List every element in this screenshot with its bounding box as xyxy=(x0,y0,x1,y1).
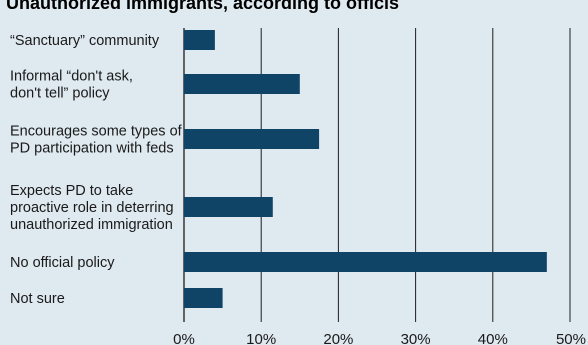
bar xyxy=(184,30,215,50)
category-label: Not sure xyxy=(10,291,65,307)
x-tick-label: 40% xyxy=(478,331,508,345)
category-label-line: Encourages some types of xyxy=(10,124,183,140)
category-label-line: proactive role in deterring xyxy=(10,200,174,216)
category-label-line: PD participation with feds xyxy=(10,141,174,157)
category-label: No official policy xyxy=(10,255,115,271)
x-tick-label: 10% xyxy=(246,331,276,345)
category-label: “Sanctuary” community xyxy=(10,33,160,49)
category-label-line: Informal “don't ask, xyxy=(10,69,133,85)
chart-title: Unauthorized immigrants, according to of… xyxy=(6,0,399,13)
category-label: Informal “don't ask, don't tell” policy xyxy=(10,69,133,102)
bar xyxy=(184,129,320,149)
category-label-line: don't tell” policy xyxy=(10,86,110,102)
x-tick-label: 0% xyxy=(173,331,195,345)
x-tick-label: 50% xyxy=(556,331,586,345)
bars xyxy=(184,30,547,308)
x-tick-label: 30% xyxy=(401,331,431,345)
category-label-line: unauthorized immigration xyxy=(10,217,173,233)
category-label-line: Expects PD to take xyxy=(10,183,133,199)
category-label: Encourages some types of PD participation… xyxy=(10,124,183,157)
category-labels: “Sanctuary” community Informal “don't ask… xyxy=(10,33,183,307)
category-label-line: “Sanctuary” community xyxy=(10,33,160,49)
x-tick-label: 20% xyxy=(323,331,353,345)
category-label-line: Not sure xyxy=(10,291,65,307)
bar xyxy=(184,74,300,94)
bar xyxy=(184,197,273,217)
bar xyxy=(184,288,223,308)
category-label: Expects PD to take proactive role in dete… xyxy=(10,183,174,233)
x-axis-tick-labels: 0% 10% 20% 30% 40% 50% xyxy=(173,331,586,345)
bar xyxy=(184,252,547,272)
category-label-line: No official policy xyxy=(10,255,115,271)
